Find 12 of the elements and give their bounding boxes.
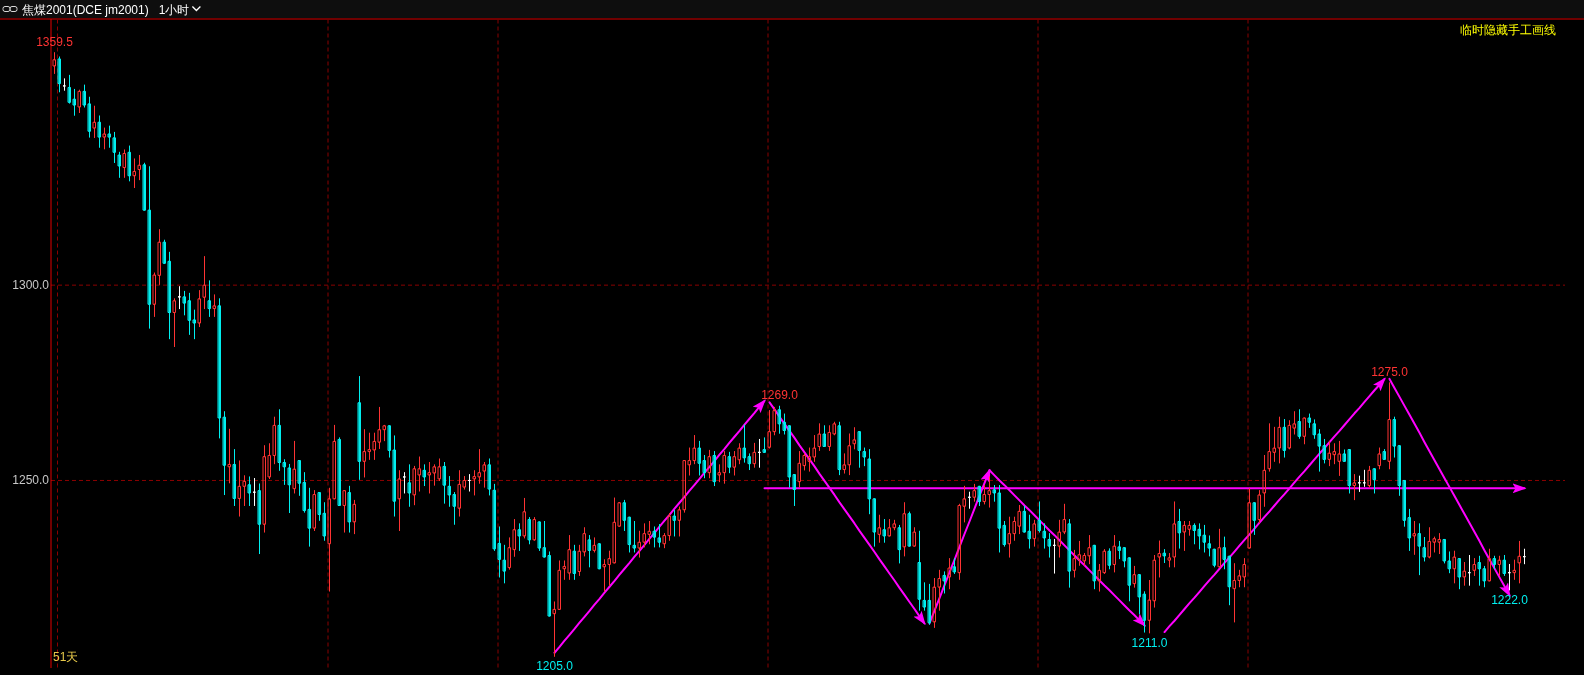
- annotation: 1222.0: [1491, 592, 1528, 607]
- annotation: 1205.0: [536, 659, 573, 674]
- annotation: 临时隐藏手工画线: [1460, 22, 1556, 37]
- y-tick-label: 1250.0: [12, 473, 49, 488]
- subtitle: 1小时: [158, 2, 190, 17]
- annotation: 1211.0: [1131, 635, 1168, 650]
- y-tick-label: 1300.0: [12, 278, 49, 293]
- annotation: 1275.0: [1371, 364, 1408, 379]
- annotation: 1359.5: [36, 34, 73, 49]
- annotation: 1269.0: [761, 388, 798, 403]
- title: 焦煤2001(DCE jm2001): [22, 2, 149, 17]
- annotation: 51天: [53, 650, 79, 664]
